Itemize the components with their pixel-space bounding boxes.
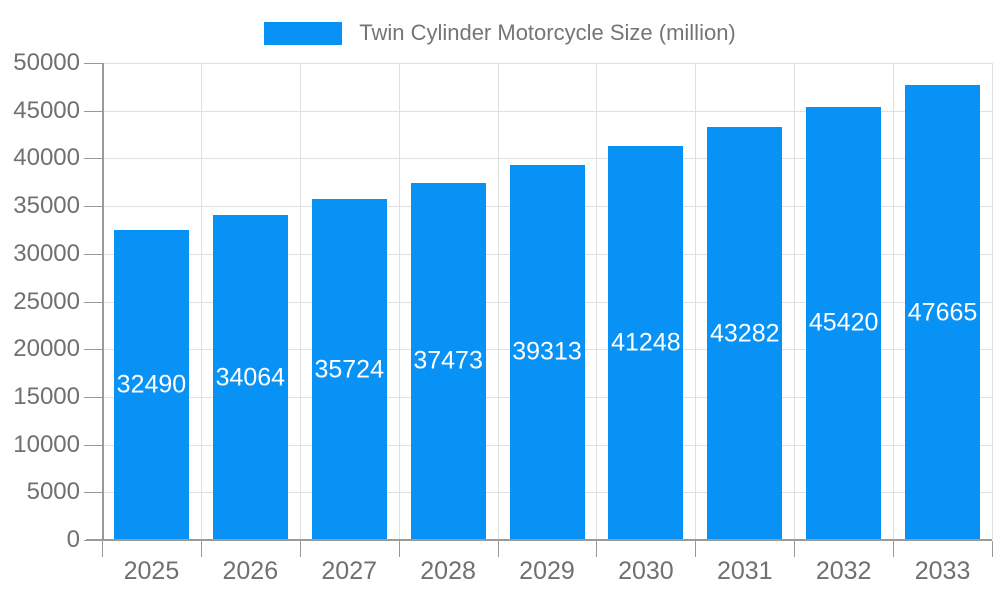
y-tick-label: 15000 bbox=[13, 382, 80, 410]
x-axis-tick bbox=[497, 541, 499, 557]
bar: 47665 bbox=[905, 85, 981, 540]
gridline-vertical bbox=[695, 63, 697, 540]
y-axis-tick bbox=[84, 110, 102, 112]
x-axis-tick bbox=[596, 541, 598, 557]
y-tick-label: 25000 bbox=[13, 287, 80, 315]
y-tick-label: 5000 bbox=[26, 478, 80, 506]
x-axis-line bbox=[86, 539, 992, 541]
x-axis-tick bbox=[893, 541, 895, 557]
gridline-vertical bbox=[893, 63, 895, 540]
bar: 34064 bbox=[212, 215, 288, 540]
x-axis-tick bbox=[200, 541, 202, 557]
gridline-vertical bbox=[398, 63, 400, 540]
x-axis-tick bbox=[102, 541, 103, 557]
bar: 37473 bbox=[410, 182, 486, 540]
bar: 45420 bbox=[806, 106, 882, 540]
x-tick-label: 2027 bbox=[321, 557, 378, 585]
bar: 43282 bbox=[707, 127, 783, 540]
y-tick-label: 50000 bbox=[13, 49, 80, 76]
x-tick-label: 2031 bbox=[716, 557, 773, 585]
bar-value-label: 32490 bbox=[116, 370, 187, 399]
y-tick-label: 20000 bbox=[13, 335, 80, 363]
legend-swatch bbox=[264, 21, 343, 45]
y-axis-tick bbox=[84, 396, 102, 398]
x-axis-tick bbox=[299, 541, 301, 557]
bar-value-label: 34064 bbox=[215, 363, 286, 391]
bar-value-label: 45420 bbox=[808, 308, 879, 337]
legend-label: Twin Cylinder Motorcycle Size (million) bbox=[359, 20, 736, 45]
bar-value-label: 43282 bbox=[710, 319, 780, 348]
bar-value-label: 35724 bbox=[314, 355, 384, 384]
y-axis-tick bbox=[84, 206, 102, 208]
x-axis-tick bbox=[794, 541, 796, 557]
y-axis-tick bbox=[84, 492, 102, 494]
gridline-horizontal bbox=[102, 110, 992, 112]
bar-value-label: 47665 bbox=[907, 298, 978, 327]
x-tick-label: 2029 bbox=[519, 557, 575, 585]
x-axis-tick bbox=[695, 541, 697, 557]
x-tick-label: 2026 bbox=[222, 557, 279, 585]
bar: 41248 bbox=[608, 146, 684, 540]
y-tick-label: 30000 bbox=[13, 239, 80, 267]
gridline-horizontal bbox=[102, 158, 992, 160]
x-tick-label: 2032 bbox=[815, 557, 872, 585]
bar: 39313 bbox=[509, 164, 585, 540]
y-axis-tick bbox=[84, 444, 102, 446]
y-tick-label: 45000 bbox=[13, 96, 80, 124]
y-tick-label: 0 bbox=[66, 526, 80, 553]
y-tick-label: 40000 bbox=[13, 144, 80, 172]
gridline-vertical bbox=[992, 63, 993, 540]
y-tick-label: 35000 bbox=[13, 192, 80, 220]
gridline-vertical bbox=[794, 63, 796, 540]
legend: Twin Cylinder Motorcycle Size (million) bbox=[0, 20, 1000, 46]
bar-value-label: 41248 bbox=[611, 328, 681, 357]
bar: 35724 bbox=[311, 199, 387, 540]
y-axis-tick bbox=[84, 158, 102, 160]
gridline-vertical bbox=[596, 63, 598, 540]
gridline-vertical bbox=[200, 63, 202, 540]
y-axis-tick bbox=[84, 63, 102, 64]
gridline-vertical bbox=[497, 63, 499, 540]
y-tick-label: 10000 bbox=[13, 430, 80, 458]
gridline-horizontal bbox=[102, 63, 992, 64]
x-axis-tick bbox=[398, 541, 400, 557]
y-axis-tick bbox=[84, 540, 102, 541]
y-axis-tick bbox=[84, 253, 102, 255]
x-tick-label: 2028 bbox=[420, 557, 476, 585]
gridline-vertical bbox=[299, 63, 301, 540]
y-axis-tick bbox=[84, 301, 102, 303]
x-tick-label: 2030 bbox=[618, 557, 674, 585]
plot-area: 32490 34064 35724 37473 39313 41248 43282 45420… bbox=[102, 63, 993, 540]
x-tick-label: 2033 bbox=[914, 557, 971, 585]
x-tick-label: 2025 bbox=[123, 557, 180, 585]
y-axis-tick bbox=[84, 349, 102, 351]
bar: 32490 bbox=[113, 230, 189, 540]
x-axis-tick bbox=[992, 541, 993, 557]
bar-value-label: 37473 bbox=[413, 346, 483, 375]
bar-value-label: 39313 bbox=[512, 337, 582, 366]
y-axis-line bbox=[102, 63, 104, 540]
